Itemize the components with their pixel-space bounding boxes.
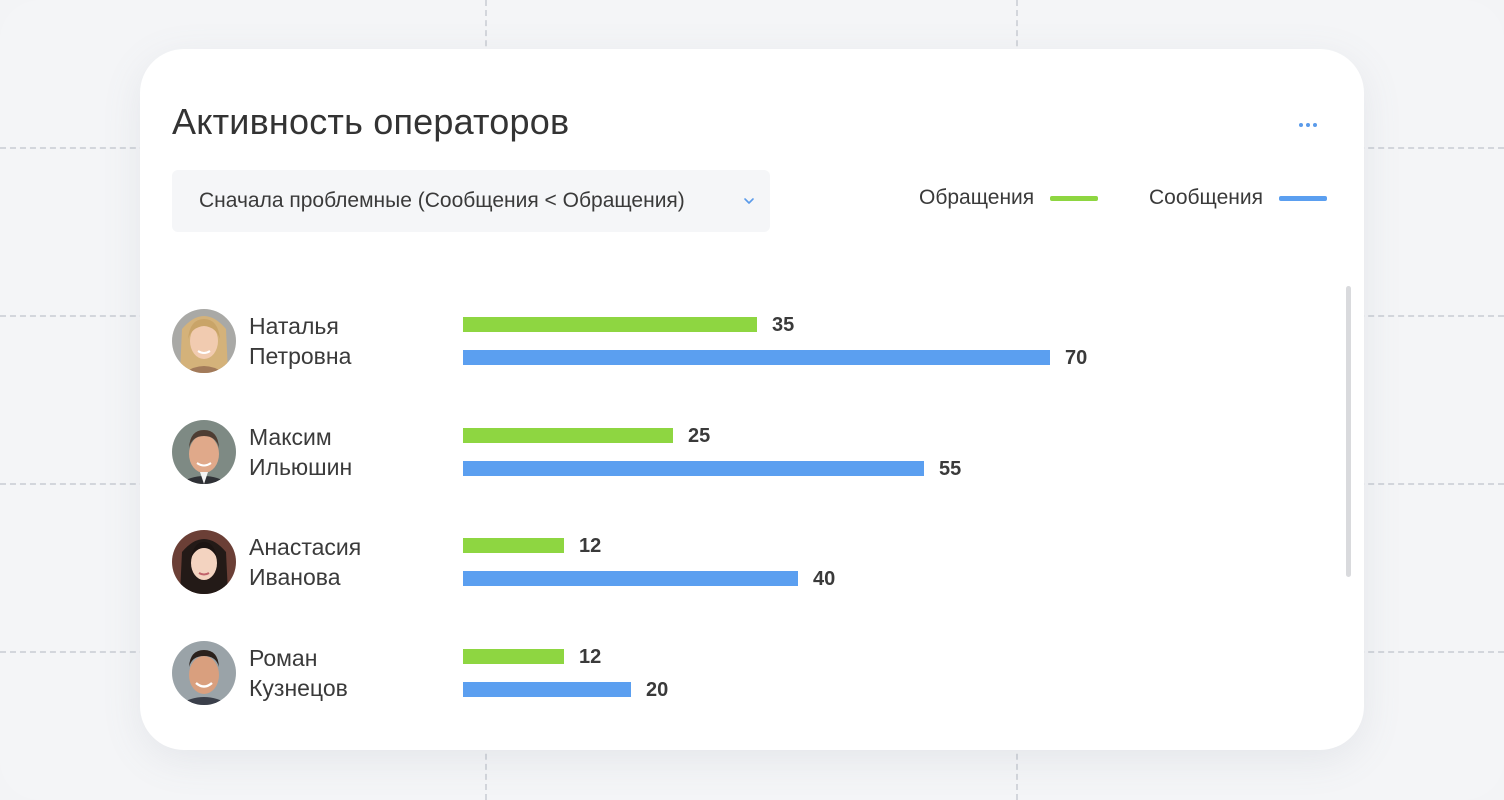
more-horizontal-icon-dot	[1313, 123, 1317, 127]
operator-name: Анастасия Иванова	[249, 532, 361, 592]
operator-last-name: Кузнецов	[249, 675, 348, 701]
operators-activity-card: Активность операторов Сначала проблемные…	[140, 49, 1364, 750]
avatar	[172, 641, 236, 705]
sort-select[interactable]: Сначала проблемные (Сообщения < Обращени…	[172, 170, 770, 232]
legend-swatch-messages	[1278, 195, 1327, 201]
legend-label: Сообщения	[1149, 186, 1263, 209]
operator-first-name: Максим	[249, 424, 332, 450]
messages-bar	[463, 461, 924, 476]
messages-bar	[463, 682, 631, 697]
requests-value: 35	[772, 314, 795, 336]
legend-swatch-requests	[1050, 195, 1099, 201]
operator-last-name: Ильюшин	[249, 454, 353, 480]
legend-item-requests: Обращения	[919, 186, 1099, 210]
operator-last-name: Петровна	[249, 343, 352, 369]
requests-value: 12	[579, 535, 602, 557]
legend-label: Обращения	[919, 186, 1035, 209]
requests-value: 12	[579, 646, 602, 668]
messages-value: 20	[646, 679, 669, 701]
operator-row: Наталья Петровна 35 70	[172, 309, 1172, 379]
messages-value: 40	[813, 568, 836, 590]
scrollbar[interactable]	[1346, 286, 1351, 577]
operator-first-name: Анастасия	[249, 534, 362, 560]
messages-value: 55	[939, 458, 962, 480]
operator-name: Максим Ильюшин	[249, 422, 352, 482]
requests-value: 25	[688, 425, 711, 447]
more-horizontal-icon-dot	[1306, 123, 1310, 127]
more-horizontal-icon	[1299, 123, 1303, 127]
requests-bar	[463, 649, 564, 664]
messages-bar	[463, 350, 1050, 365]
chevron-down-icon	[744, 198, 754, 204]
operator-first-name: Наталья	[249, 313, 339, 339]
operator-name: Роман Кузнецов	[249, 643, 348, 703]
operator-row: Максим Ильюшин 25 55	[172, 420, 1172, 490]
operator-last-name: Иванова	[249, 564, 341, 590]
avatar	[172, 420, 236, 484]
operator-name: Наталья Петровна	[249, 311, 351, 371]
card-title: Активность операторов	[172, 101, 570, 142]
requests-bar	[463, 538, 564, 553]
operator-row: Анастасия Иванова 12 40	[172, 530, 1172, 600]
messages-bar	[463, 571, 798, 586]
sort-select-value: Сначала проблемные (Сообщения < Обращени…	[199, 189, 685, 212]
operator-first-name: Роман	[249, 645, 318, 671]
avatar	[172, 309, 236, 373]
avatar	[172, 530, 236, 594]
requests-bar	[463, 428, 673, 443]
messages-value: 70	[1065, 347, 1088, 369]
legend-item-messages: Сообщения	[1149, 186, 1327, 210]
more-options-button[interactable]	[1288, 111, 1328, 139]
operator-row: Роман Кузнецов 12 20	[172, 641, 1172, 711]
requests-bar	[463, 317, 757, 332]
